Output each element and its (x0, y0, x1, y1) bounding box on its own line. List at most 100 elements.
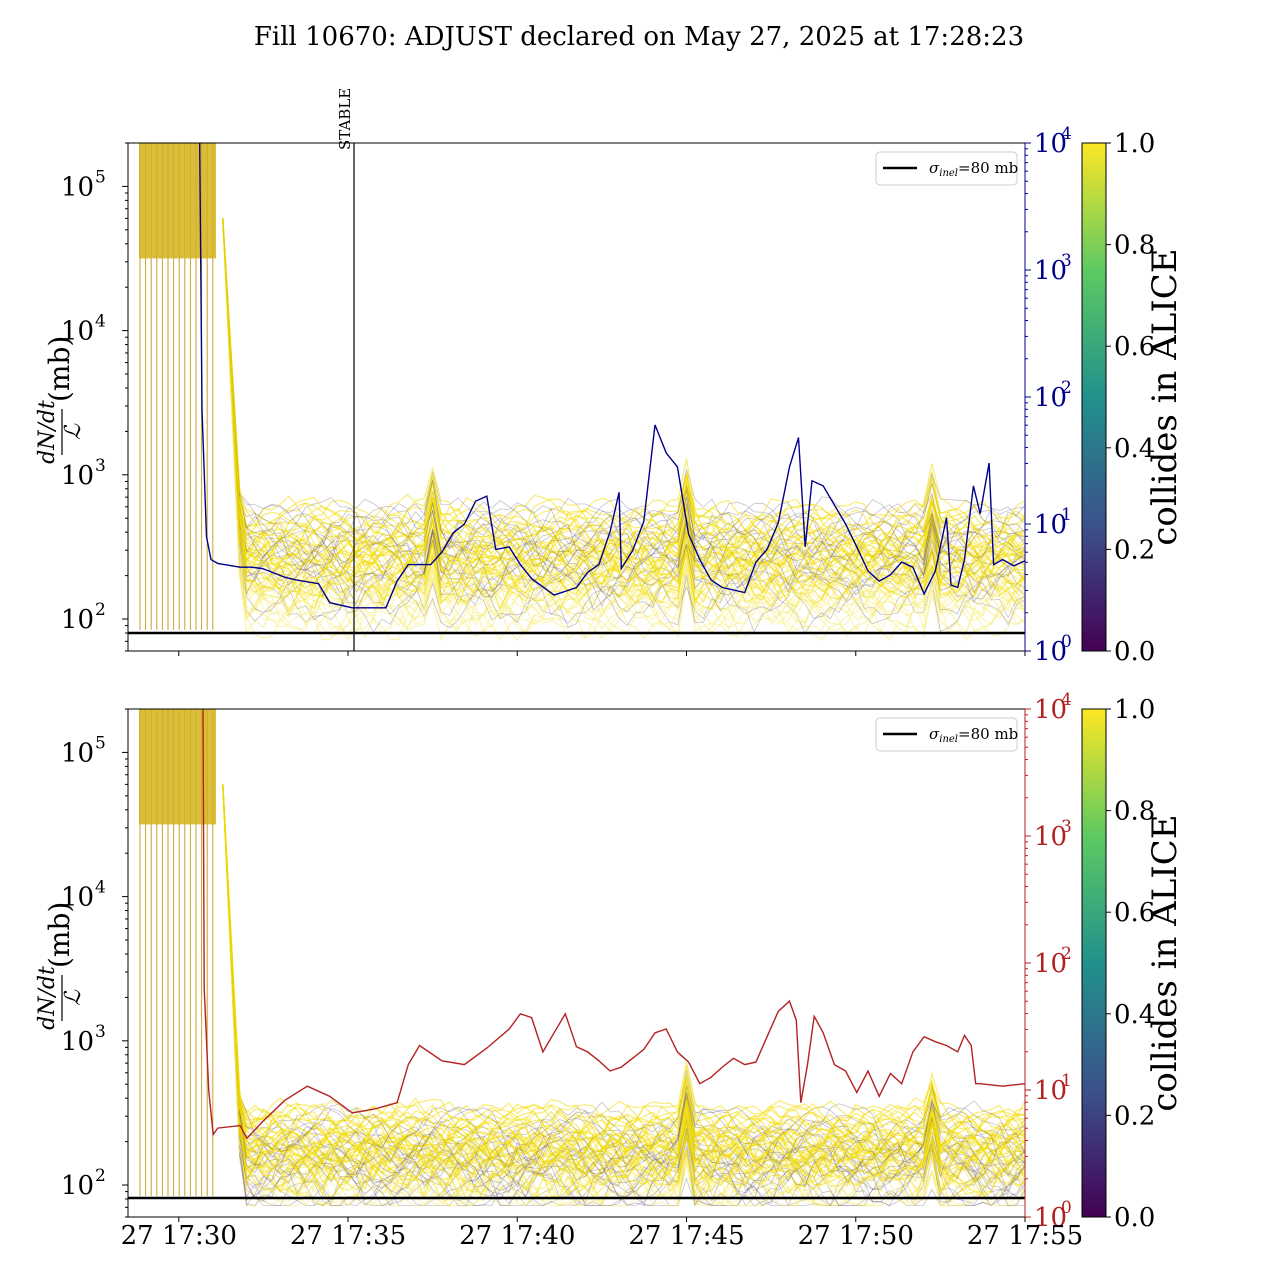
colorbar-tick-label: 0.8 (1114, 231, 1155, 261)
left-tick-exponent: 4 (95, 878, 106, 898)
bottom-x-ticks: 27 17:30 27 17:35 27 17:40 27 17:45 27 17:50… (121, 1217, 1083, 1251)
top-ylabel: dN/dt ℒ (mb) (35, 336, 86, 464)
top-colorbar: 0.0 0.2 0.4 0.6 0.8 1.0 collides in ALICE (1081, 129, 1185, 667)
bottom-ylabel: dN/dt ℒ (mb) (35, 902, 86, 1030)
bundle-trace (222, 784, 1025, 1186)
bottom-right-series (202, 709, 1025, 1140)
bundle-trace (222, 218, 1025, 570)
bottom-colorbar-ticks: 0.0 0.2 0.4 0.6 0.8 1.0 (1106, 695, 1155, 1233)
bundle-trace (222, 218, 1025, 582)
colorbar-tick-label: 0.0 (1114, 637, 1155, 667)
bundle-trace (222, 218, 1025, 564)
top-legend: σinel=80 mb (875, 151, 1018, 186)
bundle-trace (222, 218, 1025, 562)
bundle-trace (222, 784, 1025, 1165)
bundle-trace (222, 784, 1025, 1197)
colorbar-tick-label: 0.2 (1114, 1101, 1155, 1131)
colorbar-tick-label: 0.6 (1114, 332, 1155, 362)
bundle-trace (222, 218, 1025, 625)
legend-value: =80 mb (958, 725, 1018, 743)
bundle-trace (222, 784, 1025, 1164)
legend-sigma: σ (929, 725, 940, 743)
bundle-trace (222, 784, 1025, 1168)
right-tick-exponent: 1 (1061, 1071, 1072, 1091)
right-tick-exponent: 0 (1061, 632, 1072, 652)
bottom-colorbar-bar (1081, 708, 1107, 1218)
left-tick-label: 10 (61, 1171, 94, 1201)
bundle-trace (222, 218, 1025, 597)
bundle-trace (222, 218, 1025, 613)
right-tick-label: 10 (1034, 1203, 1067, 1233)
bottom-colorbar-label: collides in ALICE (1145, 814, 1185, 1111)
colorbar-tick-label: 0.4 (1114, 1000, 1155, 1030)
bundle-trace (222, 218, 1025, 636)
right-tick-label: 10 (1034, 383, 1067, 413)
bundle-trace (222, 218, 1025, 634)
bottom-colorbar: 0.0 0.2 0.4 0.6 0.8 1.0 collides in ALICE (1081, 695, 1185, 1233)
bundle-trace (222, 784, 1025, 1207)
left-tick-exponent: 5 (95, 733, 106, 753)
right-tick-label: 10 (1034, 129, 1067, 159)
x-tick-label: 27 17:30 (121, 1221, 237, 1251)
bundle-trace (222, 784, 1025, 1205)
right-tick-exponent: 3 (1061, 251, 1072, 271)
bundle-trace (222, 784, 1025, 1168)
colorbar-tick-label: 0.2 (1114, 535, 1155, 565)
bundle-trace (222, 784, 1025, 1164)
bundle-trace (222, 218, 1025, 619)
top-colorbar-ticks: 0.0 0.2 0.4 0.6 0.8 1.0 (1106, 129, 1155, 667)
bundle-trace (222, 784, 1025, 1162)
bundle-trace (222, 218, 1025, 560)
bundle-trace (222, 218, 1025, 576)
left-tick-label: 10 (61, 605, 94, 635)
colorbar-tick-label: 0.6 (1114, 898, 1155, 928)
bottom-ylabel-suffix: (mb) (43, 902, 76, 968)
top-colorbar-bar (1081, 142, 1107, 652)
bundle-trace (222, 784, 1025, 1207)
bundle-trace (222, 218, 1025, 597)
bottom-ylabel-den: ℒ (61, 989, 86, 1006)
left-tick-exponent: 2 (95, 1166, 106, 1186)
bundle-trace (222, 218, 1025, 614)
right-tick-exponent: 1 (1061, 505, 1072, 525)
bundle-trace (222, 218, 1025, 617)
left-tick-label: 10 (61, 738, 94, 768)
top-ylabel-suffix: (mb) (43, 336, 76, 402)
right-tick-exponent: 4 (1061, 124, 1072, 144)
x-tick-label: 27 17:55 (967, 1221, 1083, 1251)
bundle-trace (222, 218, 1025, 562)
left-tick-label: 10 (61, 172, 94, 202)
left-tick-label: 10 (61, 883, 94, 913)
bundle-trace (222, 784, 1025, 1173)
left-tick-exponent: 3 (95, 456, 106, 476)
right-tick-label: 10 (1034, 949, 1067, 979)
top-colorbar-label: collides in ALICE (1145, 248, 1185, 545)
left-tick-exponent: 5 (95, 167, 106, 187)
x-tick-label: 27 17:45 (628, 1221, 744, 1251)
bundle-trace (222, 784, 1025, 1163)
bundle-trace (222, 218, 1025, 633)
legend-sub: inel (939, 734, 958, 745)
figure-title: Fill 10670: ADJUST declared on May 27, 2… (254, 22, 1024, 52)
left-tick-label: 10 (61, 1027, 94, 1057)
bundle-trace (222, 784, 1025, 1186)
bundle-trace (222, 218, 1025, 565)
bundle-trace (222, 784, 1025, 1186)
bundle-trace (222, 784, 1025, 1188)
top-right-series (198, 143, 1025, 609)
bundle-trace (222, 784, 1025, 1207)
x-tick-label: 27 17:40 (459, 1221, 575, 1251)
colorbar-tick-label: 1.0 (1114, 129, 1155, 159)
x-tick-label: 27 17:50 (798, 1221, 914, 1251)
bottom-legend-box (875, 717, 1018, 752)
right-tick-exponent: 3 (1061, 817, 1072, 837)
bundle-trace (222, 218, 1025, 559)
bundle-trace (222, 784, 1025, 1173)
right-tick-label: 10 (1034, 510, 1067, 540)
legend-value: =80 mb (958, 159, 1018, 177)
bundle-trace (222, 784, 1025, 1173)
